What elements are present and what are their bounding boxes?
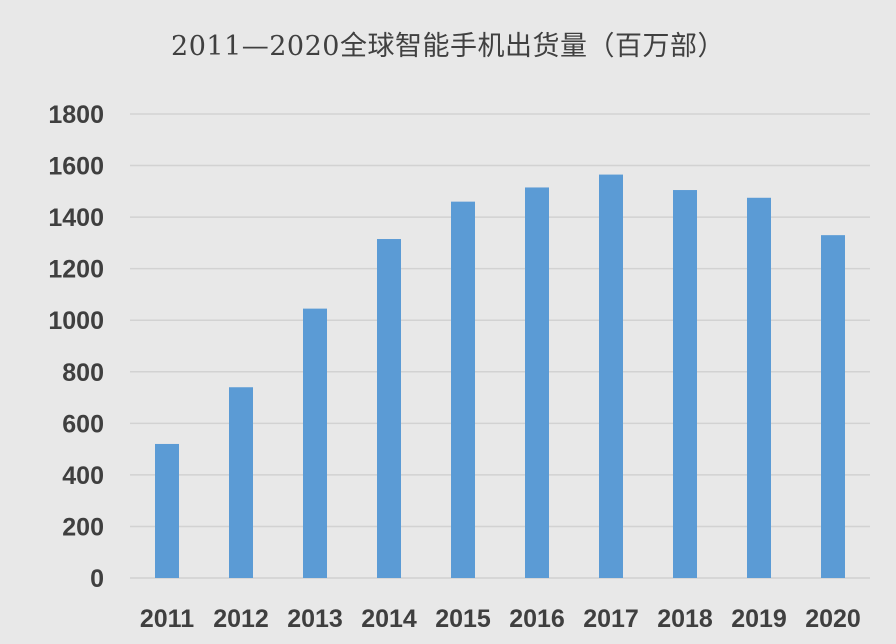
x-tick-label: 2014	[361, 605, 417, 633]
y-tick-label: 1000	[48, 307, 104, 335]
x-tick-label: 2017	[583, 605, 639, 633]
y-tick-label: 1400	[48, 204, 104, 232]
bar-2020	[821, 235, 845, 578]
bar-2016	[525, 187, 549, 578]
bar-2012	[229, 387, 253, 578]
y-tick-label: 1200	[48, 256, 104, 284]
x-tick-label: 2019	[731, 605, 787, 633]
y-tick-label: 1600	[48, 153, 104, 181]
bar-2014	[377, 239, 401, 578]
y-axis-ticks: 0 200 400 600 800 1000 1200 1400 1600 1800	[48, 101, 104, 593]
y-tick-label: 600	[62, 410, 104, 438]
y-tick-label: 800	[62, 359, 104, 387]
bar-2019	[747, 197, 771, 578]
x-tick-label: 2012	[213, 605, 269, 633]
x-tick-label: 2016	[509, 605, 565, 633]
bar-2018	[673, 190, 697, 579]
bar-2011	[155, 443, 179, 578]
bar-2015	[451, 201, 475, 578]
y-tick-label: 200	[62, 513, 104, 541]
bar-2013	[303, 308, 327, 578]
chart-title: 2011—2020全球智能手机出货量（百万部）	[171, 31, 725, 62]
y-tick-label: 1800	[48, 101, 104, 129]
x-tick-label: 2011	[140, 605, 194, 633]
x-tick-label: 2020	[805, 605, 861, 633]
bar-2017	[599, 174, 623, 579]
x-tick-label: 2015	[435, 605, 491, 633]
bars	[155, 174, 845, 579]
y-tick-label: 400	[62, 462, 104, 490]
x-axis-ticks: 2011 2012 2013 2014 2015 2016 2017 2018 2019 2020	[140, 605, 861, 633]
gridlines	[130, 113, 870, 579]
x-tick-label: 2013	[287, 605, 343, 633]
y-tick-label: 0	[90, 565, 104, 593]
x-tick-label: 2018	[657, 605, 713, 633]
